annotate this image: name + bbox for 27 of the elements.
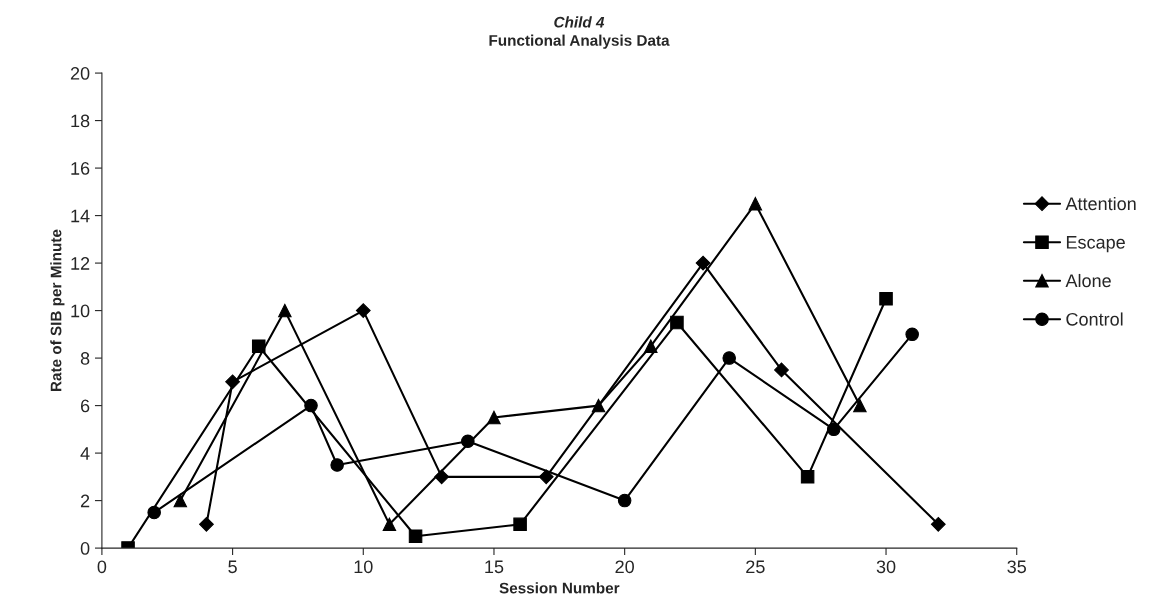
x-tick-label: 15: [485, 560, 504, 574]
y-tick-label: 2: [80, 494, 90, 508]
x-tick-label: 35: [1007, 560, 1027, 574]
x-axis-title: Session Number: [499, 582, 620, 594]
y-tick-label: 20: [70, 67, 90, 80]
chart-subtitle: Functional Analysis Data: [489, 34, 670, 49]
x-tick-label: 20: [615, 560, 634, 574]
y-axis-title: Rate of SIB per Minute: [50, 229, 65, 392]
x-tick-label: 5: [228, 560, 237, 574]
legend-label: Alone: [1065, 273, 1111, 288]
y-tick-label: 0: [80, 542, 90, 555]
y-tick-label: 10: [71, 304, 90, 318]
y-tick-label: 12: [71, 257, 90, 270]
legend-label: Control: [1066, 312, 1123, 326]
chart-title: Child 4: [554, 16, 605, 28]
y-tick-label: 4: [80, 447, 90, 460]
y-tick-label: 16: [71, 162, 90, 175]
y-tick-label: 18: [71, 114, 90, 128]
x-tick-label: 25: [746, 560, 765, 574]
x-tick-label: 0: [97, 560, 107, 574]
legend-label: Escape: [1066, 236, 1125, 253]
legend-label: Attention: [1065, 196, 1136, 211]
x-tick-label: 30: [876, 560, 896, 574]
y-tick-label: 8: [80, 352, 90, 365]
x-tick-label: 10: [354, 560, 373, 574]
y-tick-label: 6: [80, 399, 90, 413]
y-tick-label: 14: [71, 209, 90, 223]
